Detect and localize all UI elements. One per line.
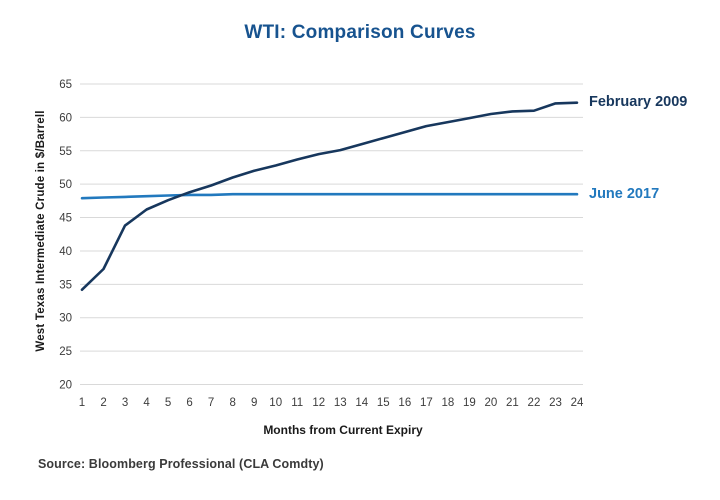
- x-tick-label: 1: [79, 397, 85, 409]
- series-label-february-2009: February 2009: [589, 94, 688, 110]
- x-tick-label: 2: [100, 397, 106, 409]
- x-tick-label: 13: [334, 397, 347, 409]
- y-tick-label: 30: [59, 313, 72, 325]
- y-tick-label: 20: [59, 380, 72, 392]
- y-tick-label: 60: [59, 112, 72, 124]
- y-axis-title: West Texas Intermediate Crude in $/Barre…: [35, 110, 47, 352]
- x-tick-label: 16: [398, 397, 411, 409]
- y-tick-label: 55: [59, 146, 72, 158]
- x-tick-label: 14: [355, 397, 368, 409]
- x-tick-label: 19: [463, 397, 476, 409]
- y-tick-label: 25: [59, 346, 72, 358]
- x-tick-label: 10: [269, 397, 282, 409]
- x-tick-label: 17: [420, 397, 433, 409]
- x-tick-label: 22: [528, 397, 541, 409]
- series-line-february-2009: [80, 101, 579, 292]
- source-attribution: Source: Bloomberg Professional (CLA Comd…: [38, 457, 324, 471]
- x-tick-label: 6: [186, 397, 192, 409]
- x-tick-label: 23: [549, 397, 562, 409]
- x-tick-label: 18: [441, 397, 454, 409]
- x-tick-label: 15: [377, 397, 390, 409]
- series-line-june-2017: [80, 192, 579, 200]
- x-tick-label: 5: [165, 397, 171, 409]
- x-tick-label: 20: [485, 397, 498, 409]
- y-tick-label: 45: [59, 213, 72, 225]
- series-label-june-2017: June 2017: [589, 186, 660, 202]
- y-tick-label: 35: [59, 279, 72, 291]
- x-tick-label: 24: [571, 397, 584, 409]
- x-tick-label: 7: [208, 397, 214, 409]
- x-tick-label: 12: [312, 397, 325, 409]
- x-tick-label: 4: [143, 397, 150, 409]
- chart-title: WTI: Comparison Curves: [244, 22, 476, 43]
- x-tick-label: 8: [229, 397, 235, 409]
- y-tick-label: 50: [59, 179, 72, 191]
- x-axis-title: Months from Current Expiry: [263, 423, 423, 437]
- x-tick-label: 3: [122, 397, 128, 409]
- x-tick-label: 9: [251, 397, 257, 409]
- x-tick-label: 21: [506, 397, 519, 409]
- y-tick-label: 65: [59, 79, 72, 91]
- y-tick-label: 40: [59, 246, 72, 258]
- x-tick-label: 11: [291, 397, 303, 409]
